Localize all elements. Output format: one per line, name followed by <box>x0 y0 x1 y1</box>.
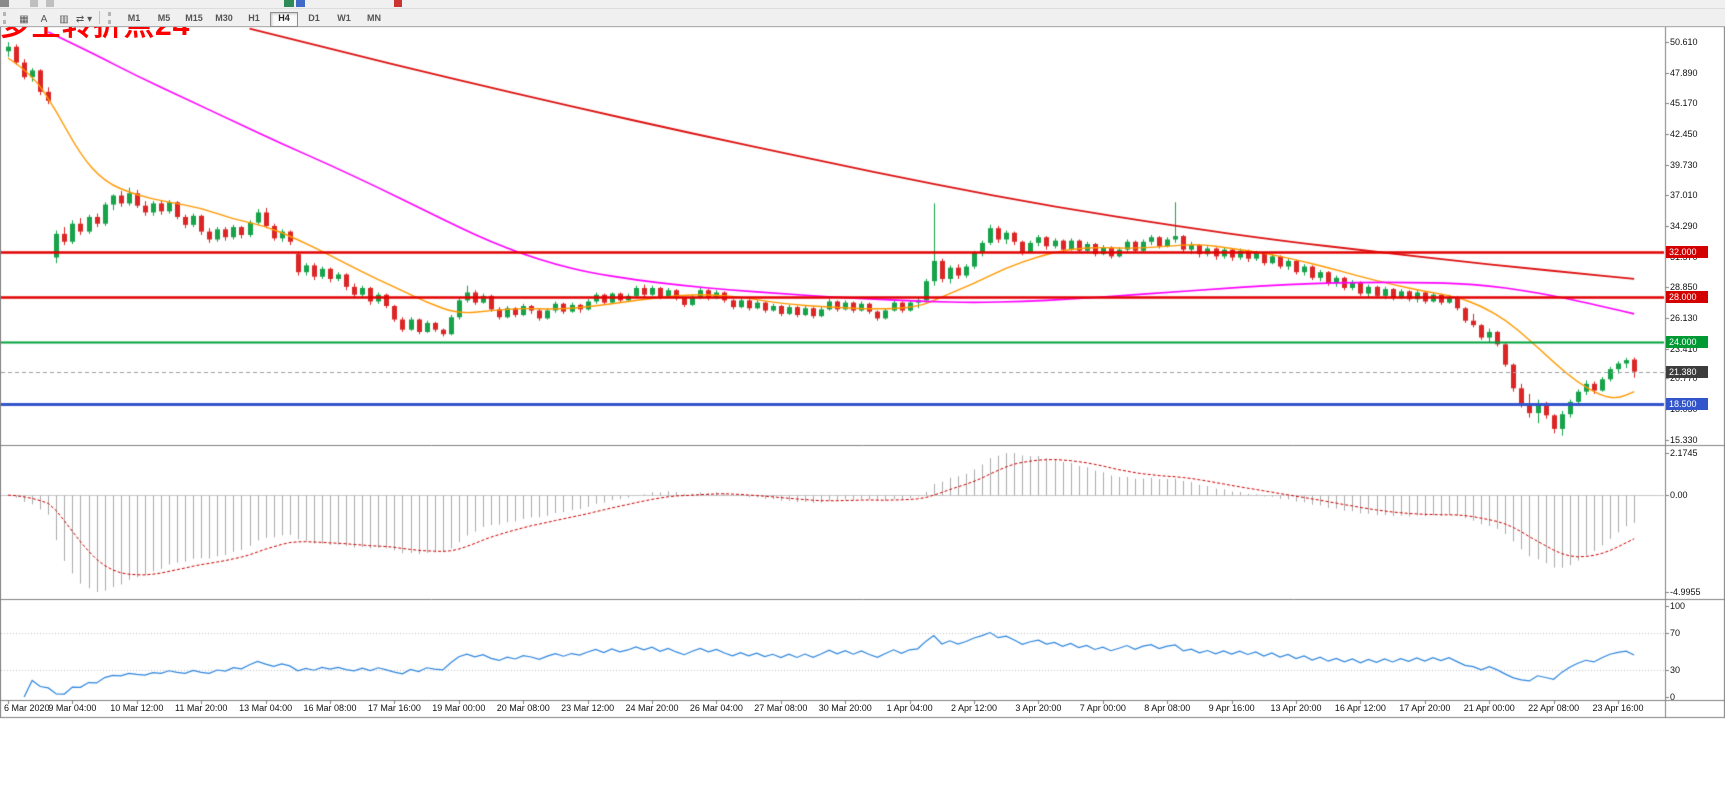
clipped-icon <box>30 0 38 7</box>
timeframe-button-w1[interactable]: W1 <box>337 13 351 23</box>
timeframe-button-m5[interactable]: M5 <box>157 13 171 23</box>
tile-windows-icon[interactable]: ▦ <box>19 13 29 25</box>
toolbar-icon-group: ▦ A ▥ ⇄ ▾ <box>14 9 94 27</box>
timeframe-button-m30[interactable]: M30 <box>215 13 233 23</box>
clipped-icon <box>0 0 9 7</box>
candle-mode-icon[interactable]: ▥ <box>59 13 69 25</box>
timeframe-button-mn[interactable]: MN <box>367 13 381 23</box>
indicators-dropdown-icon[interactable]: ⇄ ▾ <box>75 13 93 25</box>
clipped-icon <box>46 0 54 7</box>
clipped-icon <box>296 0 305 7</box>
timeframe-button-h4[interactable]: H4 <box>270 12 298 27</box>
timeframe-button-h1[interactable]: H1 <box>248 13 260 23</box>
toolbar-separator <box>99 11 100 24</box>
toolbar-grip[interactable] <box>3 11 9 24</box>
cursor-mode-icon[interactable]: A <box>40 13 48 25</box>
timeframe-button-m1[interactable]: M1 <box>127 13 141 23</box>
timeframe-button-group: M1 M5 M15 M30 H1 H4 D1 W1 MN <box>119 8 389 27</box>
clipped-icon <box>394 0 402 7</box>
chart-toolbar: ▦ A ▥ ⇄ ▾ M1 M5 M15 M30 H1 H4 D1 W1 MN <box>0 9 1725 27</box>
timeframe-toolbar-grip[interactable] <box>108 11 114 24</box>
clipped-top-toolbar <box>0 0 1725 9</box>
timeframe-button-d1[interactable]: D1 <box>308 13 320 23</box>
clipped-icon <box>284 0 294 7</box>
timeframe-button-m15[interactable]: M15 <box>185 13 203 23</box>
